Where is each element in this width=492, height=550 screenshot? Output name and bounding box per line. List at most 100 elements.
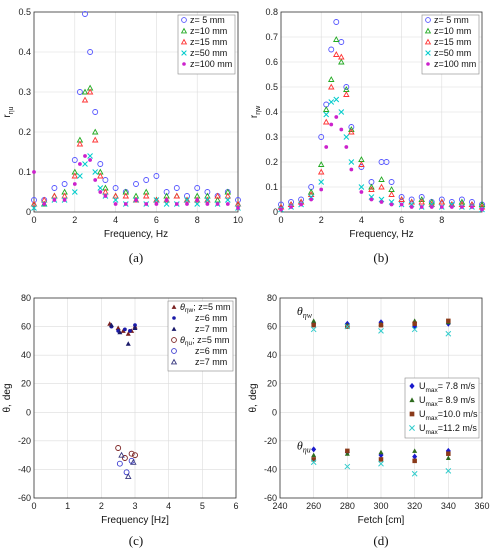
y-tick-label: 0.7 bbox=[265, 32, 278, 42]
x-tick-label: 8 bbox=[439, 215, 444, 225]
y-tick-label: 0.5 bbox=[265, 82, 278, 92]
x-tick-label: 360 bbox=[474, 501, 489, 511]
legend-sub: max bbox=[426, 401, 439, 408]
data-point bbox=[368, 186, 375, 192]
data-point bbox=[204, 197, 211, 203]
data-point bbox=[86, 88, 94, 95]
data-point bbox=[171, 337, 177, 343]
data-point bbox=[132, 325, 138, 330]
legend: z= 5 mmz=10 mmz=15 mmz=50 mmz=100 mm bbox=[177, 14, 236, 75]
data-point bbox=[379, 200, 384, 204]
legend-prefix: U bbox=[419, 395, 426, 405]
data-point bbox=[318, 179, 325, 185]
data-point bbox=[163, 201, 170, 207]
data-point bbox=[125, 473, 132, 480]
data-point bbox=[278, 201, 284, 208]
data-point bbox=[181, 17, 187, 23]
legend-entry: z=100 mm bbox=[434, 59, 476, 69]
data-point bbox=[328, 46, 335, 53]
data-point bbox=[311, 318, 317, 323]
legend-sub: ηw bbox=[185, 307, 194, 314]
y-tick-label: 0.1 bbox=[265, 182, 278, 192]
data-point bbox=[344, 463, 351, 470]
data-point bbox=[97, 161, 104, 167]
group-label: θηw bbox=[297, 304, 313, 320]
data-point bbox=[378, 449, 384, 455]
chart-panel-c: 0 1 2 3 4 5 6 -60 -40 -20 0 20 40 60 80 Frequency [Hz] θ… bbox=[2, 293, 239, 526]
data-point bbox=[118, 451, 125, 458]
data-point bbox=[378, 183, 385, 190]
legend-box bbox=[167, 300, 234, 372]
data-point bbox=[51, 192, 58, 199]
data-point bbox=[333, 51, 340, 57]
y-tick-label: 20 bbox=[267, 379, 277, 389]
legend-entry: z=50 mm bbox=[190, 48, 227, 58]
data-point bbox=[368, 183, 375, 190]
data-point bbox=[344, 323, 351, 330]
data-point bbox=[113, 202, 118, 206]
data-point bbox=[121, 455, 128, 461]
y-tick-label: 40 bbox=[21, 350, 31, 360]
data-point bbox=[71, 157, 78, 163]
legend-entry: z=6 mm bbox=[195, 313, 227, 323]
data-point bbox=[343, 84, 350, 90]
data-point bbox=[123, 327, 127, 332]
data-point bbox=[310, 326, 317, 333]
data-point bbox=[120, 328, 126, 333]
legend-entry: z=15 mm bbox=[190, 37, 227, 47]
data-point bbox=[144, 202, 149, 206]
data-point bbox=[311, 457, 316, 462]
y-tick-label: 0.6 bbox=[265, 57, 278, 67]
data-point bbox=[298, 196, 305, 203]
x-tick-label: 240 bbox=[272, 501, 287, 511]
data-point bbox=[327, 83, 335, 90]
y-tick-label: 0 bbox=[273, 207, 278, 217]
data-point bbox=[288, 199, 294, 205]
x-tick-label: 340 bbox=[441, 501, 456, 511]
data-point bbox=[153, 173, 160, 179]
data-point bbox=[348, 126, 355, 132]
legend-entry: z=10 mm bbox=[190, 26, 227, 36]
data-point bbox=[82, 161, 88, 167]
data-point bbox=[329, 122, 334, 127]
data-point bbox=[77, 173, 83, 179]
y-tick-label: -20 bbox=[18, 436, 31, 446]
legend-entry: Umax= 8.9 m/s bbox=[419, 395, 476, 408]
data-point bbox=[173, 192, 181, 199]
data-point bbox=[445, 455, 451, 460]
data-point bbox=[426, 62, 430, 66]
data-point bbox=[412, 453, 418, 460]
data-point bbox=[279, 207, 283, 212]
data-point bbox=[72, 182, 77, 186]
group-label: θηu bbox=[297, 438, 311, 454]
data-point bbox=[424, 27, 432, 34]
data-point bbox=[128, 328, 132, 333]
data-point bbox=[76, 89, 83, 95]
legend-entry: Umax=10.0 m/s bbox=[419, 409, 478, 422]
y-tick-label: 0.5 bbox=[18, 7, 31, 17]
data-point bbox=[61, 181, 68, 187]
panel-caption: (a) bbox=[129, 250, 143, 265]
x-tick-label: 2 bbox=[319, 215, 324, 225]
data-point bbox=[358, 164, 365, 170]
data-point bbox=[194, 201, 201, 207]
data-point bbox=[318, 134, 325, 140]
data-point bbox=[133, 323, 137, 328]
data-point bbox=[311, 322, 316, 328]
data-point bbox=[439, 205, 444, 209]
legend-symbol: θ bbox=[180, 335, 185, 345]
data-point bbox=[170, 358, 178, 365]
data-point bbox=[115, 325, 121, 330]
data-point bbox=[112, 185, 119, 191]
legend-value: = 7.8 m/s bbox=[438, 381, 476, 391]
y-tick-label: 60 bbox=[267, 322, 277, 332]
data-point bbox=[480, 207, 484, 212]
data-point bbox=[369, 197, 374, 202]
data-point bbox=[323, 111, 330, 118]
data-point bbox=[112, 192, 119, 199]
data-point bbox=[333, 36, 340, 42]
plot-frame bbox=[279, 297, 483, 499]
data-point bbox=[40, 196, 48, 203]
x-tick-label: 0 bbox=[31, 501, 36, 511]
data-point bbox=[469, 199, 475, 205]
